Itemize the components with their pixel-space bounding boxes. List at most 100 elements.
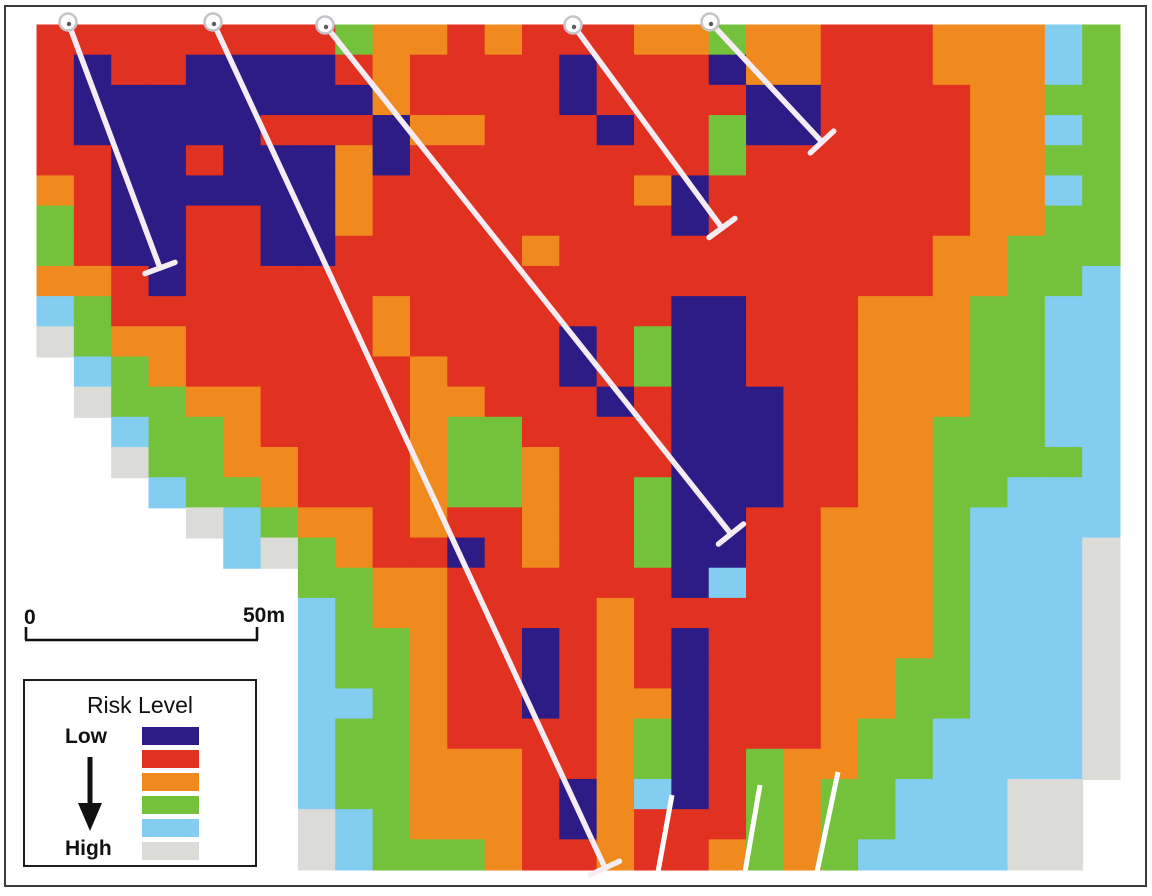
risk-block <box>596 507 636 539</box>
risk-block <box>1082 507 1121 539</box>
risk-block <box>820 507 860 539</box>
risk-block <box>932 778 972 811</box>
risk-block <box>484 416 523 449</box>
risk-block <box>932 748 972 780</box>
risk-block <box>970 84 1009 117</box>
risk-block <box>559 235 598 267</box>
risk-block <box>484 748 523 780</box>
risk-block <box>746 145 785 177</box>
risk-block <box>671 628 710 660</box>
risk-block <box>297 718 337 750</box>
risk-block <box>36 235 75 267</box>
risk-block <box>111 115 150 147</box>
risk-block <box>1082 567 1121 599</box>
risk-block <box>783 809 822 841</box>
risk-block <box>858 748 897 780</box>
risk-block <box>559 386 598 418</box>
risk-block <box>185 386 225 418</box>
risk-block <box>708 778 748 811</box>
risk-block <box>820 778 860 811</box>
risk-block <box>1007 507 1046 539</box>
risk-block <box>970 718 1009 750</box>
risk-block <box>708 477 748 509</box>
risk-block <box>858 839 897 871</box>
risk-block <box>895 567 934 599</box>
risk-block <box>820 477 860 509</box>
risk-block <box>596 205 636 237</box>
risk-block <box>260 84 299 117</box>
risk-block <box>297 145 337 177</box>
risk-block <box>1044 809 1084 841</box>
risk-block <box>970 628 1009 660</box>
risk-block <box>1044 205 1084 237</box>
risk-block <box>1007 748 1046 780</box>
risk-block <box>596 24 636 56</box>
risk-block <box>484 115 523 147</box>
risk-block <box>1007 205 1046 237</box>
risk-block <box>895 115 934 147</box>
risk-block <box>521 235 561 267</box>
risk-block <box>671 537 710 569</box>
risk-block <box>447 326 486 358</box>
risk-block <box>1044 416 1084 449</box>
risk-block <box>970 447 1009 479</box>
risk-block <box>671 205 710 237</box>
risk-block <box>596 628 636 660</box>
risk-block <box>820 628 860 660</box>
risk-block <box>970 235 1009 267</box>
risk-block <box>970 477 1009 509</box>
risk-block <box>409 567 449 599</box>
risk-block <box>447 356 486 388</box>
risk-block <box>596 235 636 267</box>
risk-block <box>297 447 337 479</box>
risk-block <box>634 688 673 720</box>
risk-block <box>335 356 374 388</box>
risk-block <box>746 175 785 207</box>
risk-block <box>409 326 449 358</box>
risk-block <box>1044 145 1084 177</box>
risk-block <box>895 175 934 207</box>
risk-block <box>409 175 449 207</box>
drill-trace-end-bar <box>142 259 178 277</box>
risk-block <box>484 567 523 599</box>
risk-block <box>73 235 113 267</box>
risk-block <box>185 235 225 267</box>
risk-block <box>73 356 113 388</box>
risk-block <box>634 718 673 750</box>
risk-block <box>521 537 561 569</box>
risk-block <box>260 537 299 569</box>
risk-block <box>148 386 187 418</box>
risk-block <box>1082 597 1121 630</box>
risk-block <box>858 658 897 690</box>
fracture-gap <box>655 794 675 873</box>
risk-block <box>895 839 934 871</box>
risk-block <box>895 778 934 811</box>
risk-block <box>223 235 262 267</box>
risk-block <box>148 296 187 328</box>
risk-block <box>484 718 523 750</box>
risk-block <box>297 84 337 117</box>
risk-block <box>858 175 897 207</box>
risk-block <box>783 24 822 56</box>
risk-block <box>409 658 449 690</box>
risk-block <box>596 748 636 780</box>
risk-block <box>671 507 710 539</box>
risk-block <box>1082 235 1121 267</box>
risk-block <box>1082 145 1121 177</box>
legend-swatch-column <box>142 727 199 865</box>
risk-block <box>671 567 710 599</box>
risk-block <box>1044 567 1084 599</box>
risk-block <box>297 537 337 569</box>
risk-block <box>1007 597 1046 630</box>
risk-block <box>559 416 598 449</box>
risk-block <box>895 507 934 539</box>
risk-block <box>223 386 262 418</box>
risk-block <box>447 265 486 298</box>
risk-block <box>559 507 598 539</box>
risk-block <box>1044 628 1084 660</box>
risk-block <box>895 688 934 720</box>
risk-block <box>1007 658 1046 690</box>
risk-block <box>1007 235 1046 267</box>
risk-block <box>746 839 785 871</box>
risk-block <box>970 416 1009 449</box>
